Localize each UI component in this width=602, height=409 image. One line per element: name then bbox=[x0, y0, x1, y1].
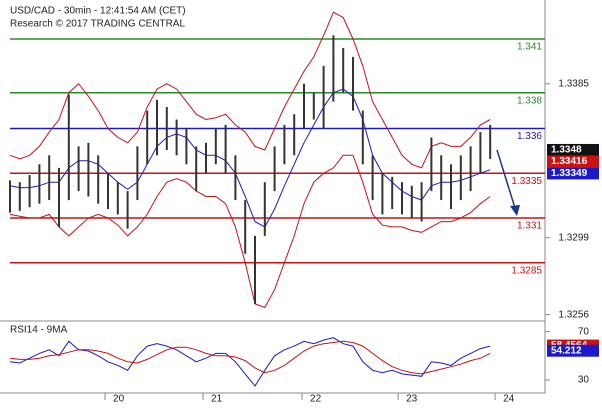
x-tick-label: 20 bbox=[113, 394, 125, 405]
series-line bbox=[9, 154, 491, 309]
price-marker-label: 1.33416 bbox=[551, 156, 588, 167]
y-tick-label: 1.3256 bbox=[558, 309, 589, 320]
level-label: 1.336 bbox=[517, 131, 542, 142]
level-label: 1.331 bbox=[517, 221, 542, 232]
x-tick-label: 23 bbox=[406, 394, 418, 405]
x-tick-label: 21 bbox=[211, 394, 223, 405]
price-marker bbox=[547, 143, 599, 156]
y-tick-label: 1.3385 bbox=[558, 78, 589, 89]
level-label: 1.3335 bbox=[511, 176, 542, 187]
price-marker-label: 1.3348 bbox=[551, 145, 582, 156]
level-label: 1.341 bbox=[517, 42, 542, 53]
chart-subtitle: Research © 2017 TRADING CENTRAL bbox=[10, 19, 185, 30]
price-marker-label: 54.212 bbox=[551, 345, 582, 356]
plot: 1.341 1.338 1.336 1.3335 1.331 1.3285 1.3385 1.… bbox=[9, 11, 599, 405]
x-tick-label: 24 bbox=[503, 394, 515, 405]
price-marker bbox=[547, 155, 599, 168]
level-label: 1.338 bbox=[517, 95, 542, 106]
y-tick-label: 70 bbox=[578, 326, 590, 337]
y-tick-label: 30 bbox=[578, 375, 590, 386]
series-line bbox=[9, 337, 491, 387]
price-marker bbox=[547, 167, 599, 180]
price-marker-label: 1.33349 bbox=[551, 168, 588, 179]
x-tick-label: 22 bbox=[310, 394, 322, 405]
rsi-title: RSI14 - 9MA bbox=[10, 325, 68, 336]
series-line bbox=[9, 88, 491, 228]
level-label: 1.3285 bbox=[511, 265, 542, 276]
chart-title: USD/CAD - 30min - 12:41:54 AM (CET) bbox=[10, 6, 186, 17]
forecast-arrow bbox=[496, 149, 516, 209]
series-line bbox=[9, 340, 491, 375]
y-tick-label: 1.3299 bbox=[558, 232, 589, 243]
price-marker bbox=[547, 344, 599, 357]
arrow-head bbox=[510, 205, 520, 216]
series-line bbox=[9, 11, 491, 169]
